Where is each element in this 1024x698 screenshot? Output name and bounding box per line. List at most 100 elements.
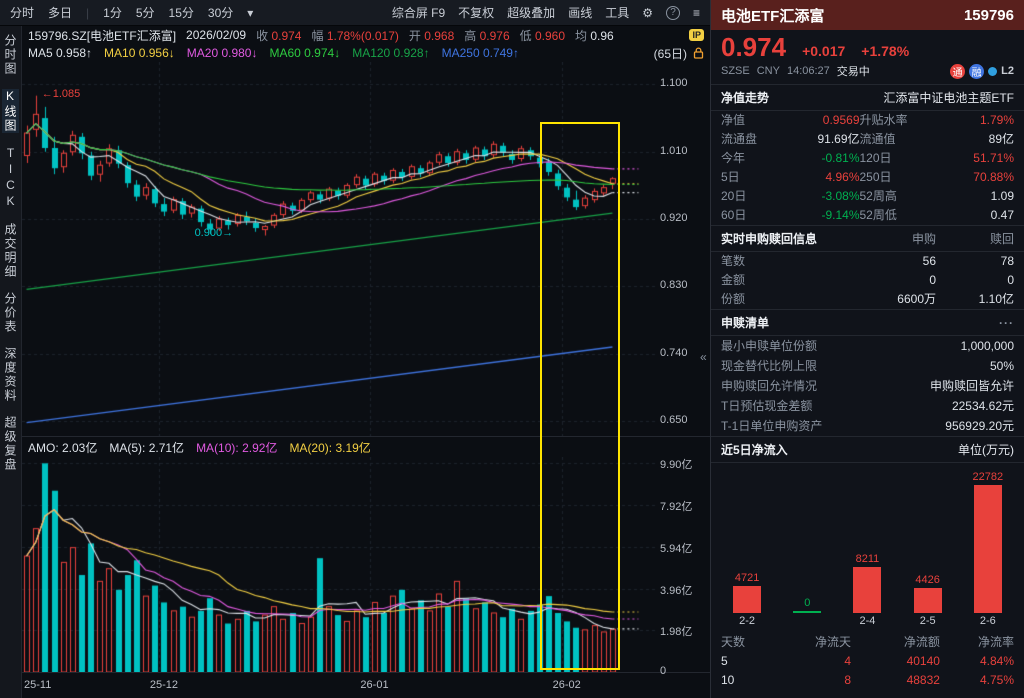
ma-legend-item: MA20 0.980↓: [186, 46, 258, 60]
info-field-value: 159796.SZ[电池ETF汇添富]: [28, 28, 177, 43]
redeem-list-label: T日预估现金差额: [721, 399, 813, 413]
price-row: 0.974 +0.017 +1.78%: [711, 30, 1024, 60]
info-field-label: 幅: [311, 28, 327, 43]
toolbar-item[interactable]: ▾: [247, 5, 254, 20]
netflow-column: 4426: [902, 574, 954, 613]
stat-value: 51.71%: [973, 151, 1014, 165]
volume-chart-canvas[interactable]: [22, 457, 658, 672]
high-price-annotation: ←1.085: [41, 87, 81, 100]
sidebar-item-4[interactable]: 分价表: [3, 292, 17, 334]
stat-value: -3.08%: [821, 189, 860, 203]
lock-icon[interactable]: [693, 47, 704, 59]
ma-legend-item: MA250 0.749↑: [441, 46, 519, 60]
sidebar-item-6[interactable]: 超级复盘: [3, 416, 17, 472]
sidebar-item-0[interactable]: 分时图: [3, 34, 17, 76]
info-field: 高 0.976: [464, 27, 509, 44]
volume-axis-label: 5.94亿: [660, 542, 693, 555]
redeem-list-row: 现金替代比例上限 50%: [711, 356, 1024, 376]
subscription-row: 金额 0 0: [711, 271, 1024, 290]
currency-label: CNY: [756, 65, 780, 77]
stat-value: 1.09: [990, 189, 1014, 203]
help-icon[interactable]: ?: [665, 5, 680, 20]
info-field: 2026/02/09: [186, 28, 246, 42]
stats-row: 5日 4.96% 250日 70.88%: [711, 168, 1024, 187]
price-axis-label: 1.100: [660, 77, 688, 90]
stat-value: -9.14%: [821, 208, 860, 222]
netflow-table-cell: 4.84%: [979, 654, 1014, 668]
info-field: 幅 1.78%(0.017): [311, 27, 398, 44]
info-field-value: 2026/02/09: [186, 28, 247, 42]
volume-axis: 9.90亿 7.92亿 5.94亿 3.96亿 1.98亿 0: [660, 0, 710, 698]
status-row: SZSE CNY 14:06:27 交易中 通 融 L2: [711, 60, 1024, 84]
chart-divider: [22, 436, 710, 437]
toolbar-item[interactable]: 不复权: [458, 6, 495, 20]
netflow-table-header-cell: 净流率: [977, 635, 1014, 649]
menu-icon[interactable]: ≡: [692, 5, 700, 20]
sidebar-item-3[interactable]: 成交明细: [3, 223, 17, 279]
redeem-list-row: T-1日单位申购资产 956929.20元: [711, 416, 1024, 436]
toolbar-item[interactable]: 综合屏 F9: [391, 6, 446, 20]
redeem-list-label: 最小申赎单位份额: [721, 339, 818, 353]
redeem-value: 78: [1000, 254, 1014, 268]
price-axis-label: 0.920: [660, 212, 688, 225]
netflow-table-cell: 4: [844, 654, 852, 668]
toolbar-item[interactable]: 30分: [207, 6, 234, 20]
volume-legend-item: MA(10): 2.92亿: [196, 441, 278, 455]
toolbar-item[interactable]: 超级叠加: [507, 6, 556, 20]
panel-header: 电池ETF汇添富 159796: [711, 0, 1024, 30]
x-axis-label: 26-01: [360, 679, 389, 691]
toolbar-item[interactable]: 15分: [168, 6, 194, 20]
netflow-table-cell: 10: [721, 673, 735, 687]
x-axis-label: 25-11: [24, 679, 52, 691]
toolbar-item[interactable]: 画线: [568, 6, 593, 20]
settings-gear-icon[interactable]: ⚙: [642, 5, 653, 20]
toolbar-item[interactable]: 多日: [48, 6, 73, 20]
blue-dot-icon: [988, 66, 998, 76]
redeem-list-value: 50%: [989, 359, 1014, 373]
toolbar-item[interactable]: 工具: [605, 6, 630, 20]
info-field: 开 0.968: [409, 27, 454, 44]
redeem-list-row: 最小申赎单位份额 1,000,000: [711, 336, 1024, 356]
candlestick-chart-canvas[interactable]: [22, 62, 658, 436]
toolbar-item[interactable]: 分时: [10, 6, 35, 20]
netflow-date-label: 2-2: [739, 615, 756, 627]
info-field: 低 0.960: [520, 27, 565, 44]
info-field-label: 低: [519, 28, 535, 43]
instrument-code: 159796: [963, 6, 1014, 24]
info-field-label: 收: [256, 28, 272, 43]
sidebar-item-1[interactable]: K线图: [2, 89, 19, 133]
redeem-list-label: T-1日单位申购资产: [721, 419, 823, 433]
subscribe-value: 0: [929, 273, 936, 287]
subscription-row-label: 金额: [721, 273, 746, 287]
collapse-panel-icon[interactable]: «: [700, 350, 707, 364]
low-price-annotation: 0.900→: [194, 227, 234, 240]
info-field: 159796.SZ[电池ETF汇添富]: [28, 27, 176, 44]
price-axis-label: 1.010: [660, 144, 688, 157]
subscribe-value: 56: [922, 254, 936, 268]
netflow-table-header-cell: 净流天: [815, 635, 852, 649]
stat-label: 今年: [721, 151, 746, 165]
price-axis-label: 0.740: [660, 346, 688, 359]
price-axis-label: 0.650: [660, 414, 688, 427]
rong-badge: 融: [969, 63, 985, 79]
redeem-list-value: 申购赎回皆允许: [929, 379, 1014, 393]
tong-badge: 通: [950, 63, 966, 79]
toolbar-item[interactable]: 1分: [103, 6, 122, 20]
netflow-zero-bar: [793, 611, 822, 613]
stat-label: 250日: [859, 170, 892, 184]
toolbar-item[interactable]: 5分: [135, 6, 155, 20]
x-axis-label: 26-02: [552, 679, 581, 691]
subscribe-value: 6600万: [897, 292, 936, 306]
netflow-table-row: 5 4 40140 4.84%: [711, 652, 1024, 671]
netflow-value: 4426: [915, 574, 940, 586]
sidebar-item-5[interactable]: 深度资料: [3, 347, 17, 403]
left-sidebar: 分时图 K线图 TICK 成交明细分价表深度资料超级复盘: [0, 26, 22, 698]
instrument-name: 电池ETF汇添富: [721, 7, 825, 25]
stat-label: 52周低: [859, 208, 897, 222]
more-icon[interactable]: ···: [999, 315, 1014, 330]
netvalue-section-header: 净值走势 汇添富中证电池主题ETF: [711, 84, 1024, 111]
netflow-value: 22782: [972, 471, 1004, 483]
price-change-pct: +1.78%: [861, 43, 910, 59]
sidebar-item-2[interactable]: TICK: [3, 146, 18, 210]
redeem-col-header: 赎回: [989, 232, 1014, 246]
